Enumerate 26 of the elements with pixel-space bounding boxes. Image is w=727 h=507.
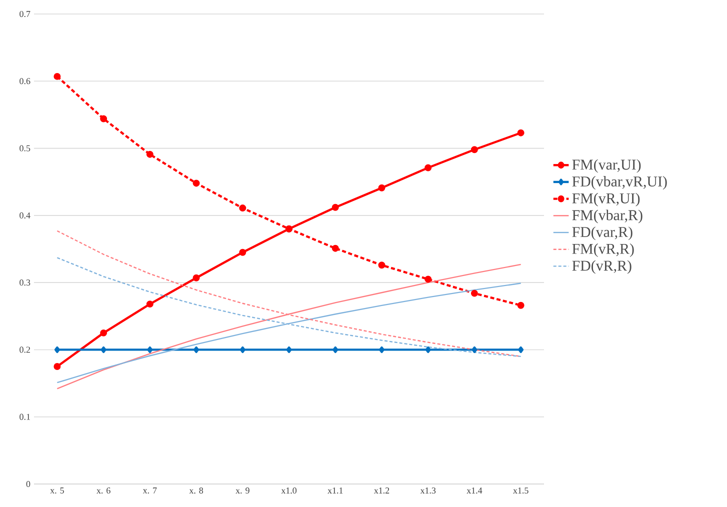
- x-tick-label: x1.4: [466, 488, 482, 494]
- x-tick-label: x1.1: [328, 488, 343, 494]
- x-tick-label: x. 7: [142, 488, 157, 494]
- x-tick-label: x. 8: [189, 488, 204, 494]
- y-tick-label: 0: [26, 480, 30, 488]
- x-tick-label: x. 9: [236, 488, 250, 494]
- x-tick-label: x. 6: [96, 488, 110, 494]
- y-tick-label: 0.6: [20, 78, 30, 84]
- y-tick-label: 0.1: [20, 414, 30, 420]
- legend-label: FD(vbar,vR,UI): [572, 176, 667, 190]
- x-tick-label: x. 5: [50, 488, 64, 494]
- legend-label: FM(vR,R): [572, 243, 634, 257]
- x-tick-label: x1.0: [281, 488, 297, 494]
- legend-label: FD(var,R): [572, 226, 632, 240]
- y-tick-label: 0.2: [20, 346, 30, 353]
- x-tick-label: x1.2: [374, 488, 390, 494]
- y-tick-label: 0.3: [20, 280, 30, 286]
- legend-label: FM(vR,UI): [572, 192, 640, 206]
- y-tick-label: 0.4: [20, 212, 30, 218]
- y-tick-label: 0.5: [20, 145, 30, 152]
- x-tick-label: x1.3: [420, 488, 436, 494]
- legend-label: FM(vbar,R): [572, 210, 642, 224]
- legend-label: FM(var,UI): [572, 159, 641, 173]
- legend-label: FD(vR,R): [572, 260, 632, 274]
- y-tick-label: 0.7: [20, 10, 30, 18]
- x-tick-label: x1.5: [513, 488, 528, 494]
